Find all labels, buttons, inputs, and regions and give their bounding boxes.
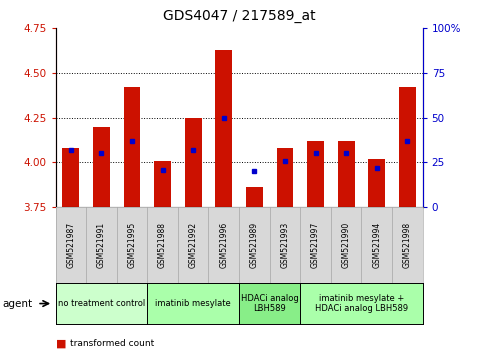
Text: GSM521994: GSM521994 [372,222,381,268]
Text: transformed count: transformed count [70,339,154,348]
Text: GSM521987: GSM521987 [66,222,75,268]
Text: GSM521997: GSM521997 [311,222,320,268]
Bar [215,50,232,207]
Text: GSM521990: GSM521990 [341,222,351,268]
Text: GSM521991: GSM521991 [97,222,106,268]
Bar [62,148,79,207]
Bar [338,141,355,207]
Text: GDS4047 / 217589_at: GDS4047 / 217589_at [163,9,315,23]
Text: agent: agent [2,298,32,309]
Text: GSM521989: GSM521989 [250,222,259,268]
Bar [369,159,385,207]
Bar [246,187,263,207]
Bar [185,118,201,207]
Bar [154,161,171,207]
Text: no treatment control: no treatment control [58,299,145,308]
Text: GSM521988: GSM521988 [158,222,167,268]
Text: ■: ■ [56,338,66,348]
Bar [307,141,324,207]
Text: GSM521996: GSM521996 [219,222,228,268]
Bar [277,148,293,207]
Text: HDACi analog
LBH589: HDACi analog LBH589 [241,294,298,313]
Text: imatinib mesylate +
HDACi analog LBH589: imatinib mesylate + HDACi analog LBH589 [315,294,408,313]
Text: GSM521993: GSM521993 [281,222,289,268]
Text: GSM521995: GSM521995 [128,222,137,268]
Text: GSM521998: GSM521998 [403,222,412,268]
Text: GSM521992: GSM521992 [189,222,198,268]
Text: imatinib mesylate: imatinib mesylate [156,299,231,308]
Bar [124,87,141,207]
Bar [93,127,110,207]
Bar [399,87,416,207]
